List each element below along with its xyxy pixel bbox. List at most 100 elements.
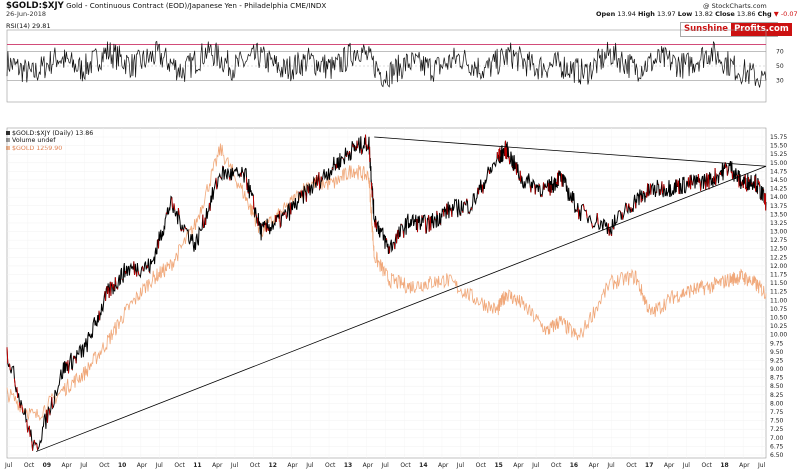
chg-arrow-icon: ▼ — [773, 10, 779, 18]
down-bar — [534, 184, 536, 195]
stockcharts-credit[interactable]: @ StockCharts.com — [703, 2, 767, 10]
down-bar — [148, 271, 151, 273]
price-tick-label: 9.50 — [770, 349, 784, 356]
down-bar — [146, 265, 149, 269]
down-bar — [28, 425, 31, 437]
x-tick-label: 09 — [43, 462, 51, 469]
down-bar — [714, 167, 717, 186]
down-bar — [320, 176, 323, 181]
down-bar — [142, 266, 144, 271]
down-bar — [289, 202, 292, 215]
down-bar — [716, 174, 718, 176]
rsi-panel: 30 50 70 — [6, 29, 784, 103]
down-bar — [348, 150, 351, 154]
down-bar — [342, 157, 344, 159]
chart-date: 26-Jun-2018 — [6, 10, 47, 18]
down-bar — [697, 173, 700, 183]
price-legend: $GOLD:$XJY (Daily) 13.86 Volume undef $G… — [6, 130, 93, 152]
down-bar — [374, 222, 376, 228]
price-tick-label: 7.00 — [770, 435, 784, 442]
down-bar — [335, 163, 338, 169]
down-bar — [26, 419, 29, 433]
down-bar — [135, 271, 138, 277]
down-bar — [106, 286, 108, 295]
price-tick-label: 11.50 — [770, 280, 787, 287]
down-bar — [345, 155, 348, 157]
down-bar — [46, 409, 48, 423]
rsi-title: RSI(14) 29.81 — [6, 22, 51, 30]
price-tick-label: 12.50 — [770, 246, 787, 253]
down-bar — [416, 219, 418, 233]
down-bar — [585, 210, 588, 218]
down-bar — [687, 177, 690, 188]
down-bar — [421, 215, 423, 218]
down-bar — [470, 207, 473, 210]
down-bar — [121, 278, 123, 281]
gold-legend: $GOLD 1259.90 — [6, 145, 93, 152]
price-legend-title: $GOLD:$XJY (Daily) 13.86 — [6, 130, 93, 137]
price-tick-label: 6.50 — [770, 452, 784, 459]
down-bar — [208, 202, 211, 211]
x-tick-label: Jul — [4, 462, 13, 469]
down-bar — [576, 210, 578, 212]
down-bar — [661, 181, 663, 194]
down-bar — [607, 223, 610, 236]
down-bar — [171, 197, 173, 209]
down-bar — [204, 217, 207, 225]
down-bar — [591, 223, 594, 228]
down-bar — [247, 191, 249, 194]
down-bar — [108, 287, 110, 298]
down-bar — [71, 368, 73, 370]
x-tick-label: Jul — [305, 462, 314, 469]
x-tick-label: Jul — [381, 462, 390, 469]
x-tick-label: 16 — [570, 462, 578, 469]
down-bar — [468, 212, 470, 214]
chg-label: Chg — [757, 10, 772, 18]
down-bar — [446, 203, 448, 215]
down-bar — [184, 227, 187, 229]
price-tick-label: 14.50 — [770, 177, 787, 184]
down-bar — [355, 146, 357, 150]
down-bar — [640, 195, 642, 203]
price-tick-label: 6.75 — [770, 443, 784, 450]
x-tick-label: Apr — [513, 462, 524, 469]
down-bar — [647, 183, 649, 197]
down-bar — [104, 291, 107, 301]
down-bar — [137, 271, 140, 276]
x-tick-label: Oct — [24, 462, 35, 469]
x-tick-label: 17 — [645, 462, 653, 469]
down-bar — [488, 170, 491, 174]
down-bar — [21, 405, 24, 413]
down-bar — [173, 203, 176, 210]
down-bar — [51, 397, 53, 409]
down-bar — [165, 212, 168, 215]
down-bar — [261, 224, 263, 226]
x-tick-label: Apr — [664, 462, 675, 469]
down-bar — [182, 229, 185, 232]
down-bar — [677, 180, 680, 195]
x-tick-label: Jul — [606, 462, 615, 469]
trendline-support — [35, 165, 767, 452]
down-bar — [111, 281, 114, 288]
price-tick-label: 10.25 — [770, 323, 787, 330]
price-tick-label: 15.50 — [770, 143, 787, 150]
down-bar — [113, 284, 115, 290]
x-tick-label: Apr — [589, 462, 600, 469]
down-bar — [202, 214, 204, 228]
price-tick-label: 15.00 — [770, 160, 787, 167]
down-bar — [347, 152, 349, 156]
x-tick-label: 14 — [419, 462, 427, 469]
x-tick-label: Jul — [531, 462, 540, 469]
trendline-resistance — [374, 136, 767, 167]
price-tick-label: 13.00 — [770, 229, 787, 236]
down-bar — [18, 402, 21, 408]
high-value: 13.97 — [657, 10, 676, 18]
down-bar — [726, 166, 728, 176]
price-tick-label: 13.50 — [770, 211, 787, 218]
down-bar — [9, 363, 11, 371]
down-bar — [73, 355, 75, 359]
down-bar — [307, 186, 310, 194]
down-bar — [610, 233, 613, 237]
x-tick-label: Jul — [79, 462, 88, 469]
